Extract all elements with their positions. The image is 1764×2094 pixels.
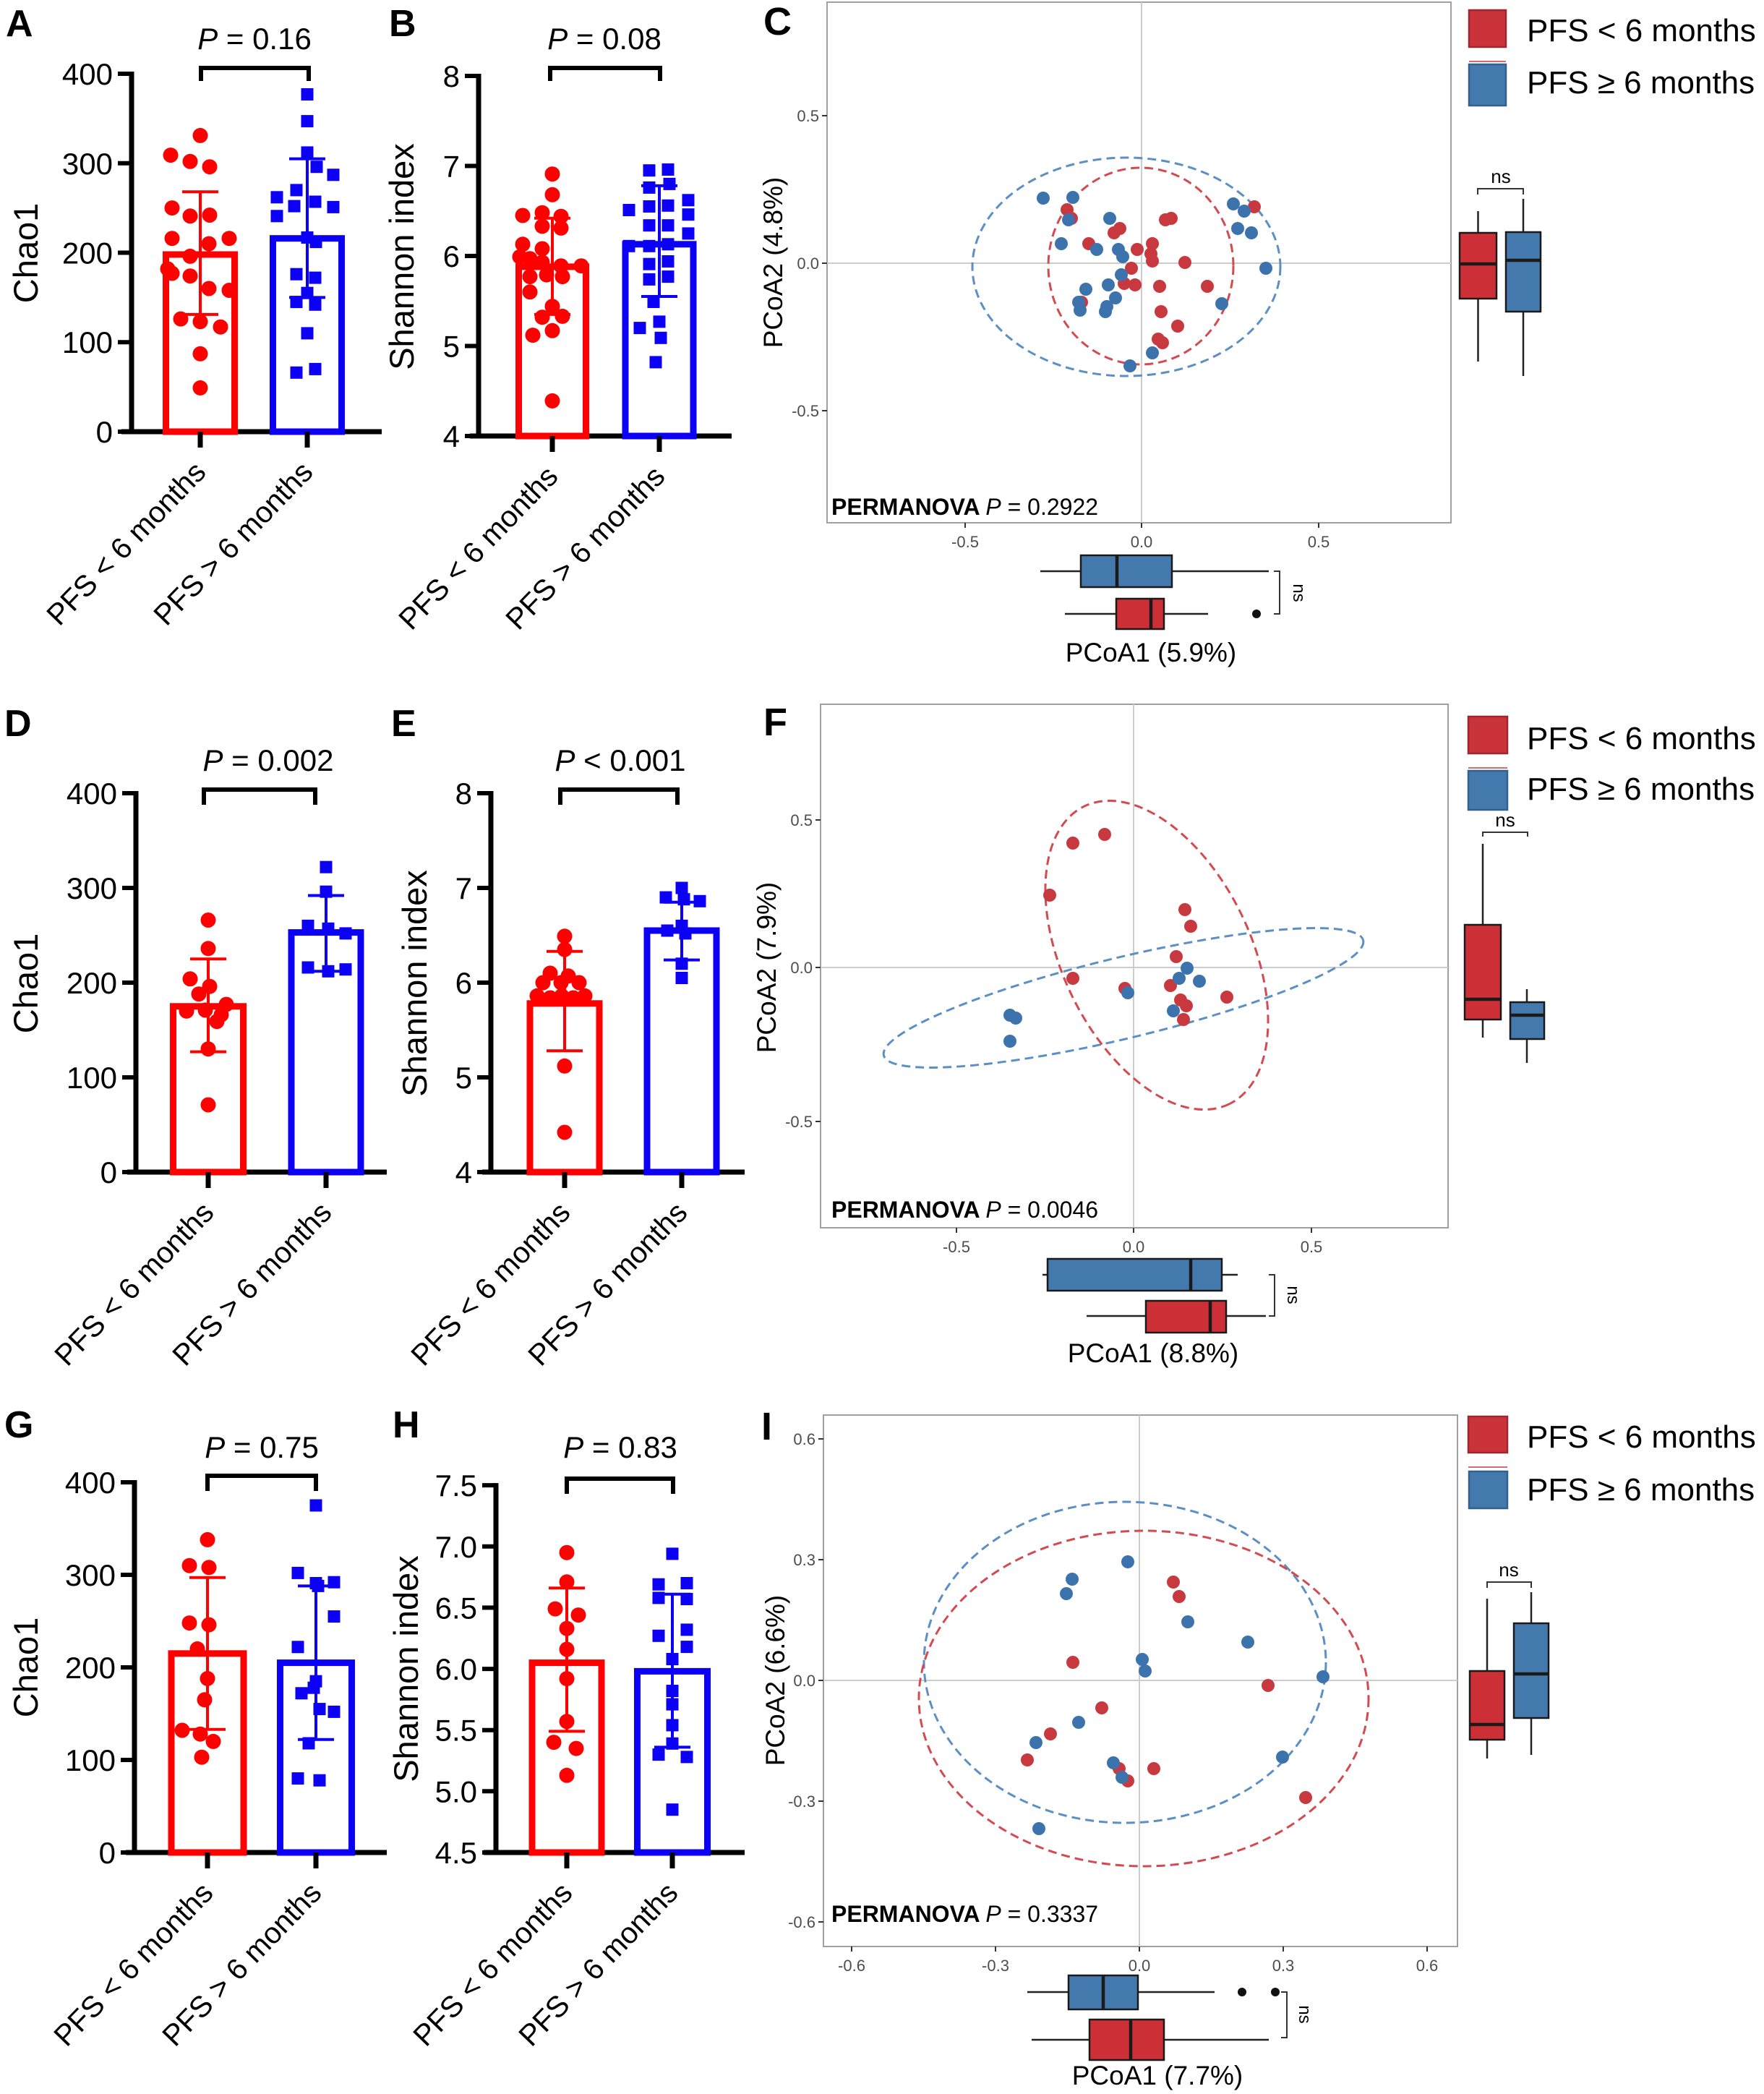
svg-text:-0.3: -0.3 [982,1957,1009,1975]
svg-text:G: G [4,1404,33,1446]
svg-text:0: 0 [100,1155,117,1189]
svg-text:D: D [4,703,32,745]
svg-text:A: A [6,3,33,45]
svg-text:0.6: 0.6 [793,1430,815,1448]
svg-text:PFS ≥ 6 months: PFS ≥ 6 months [1527,772,1755,807]
svg-text:5: 5 [443,330,460,364]
svg-text:6: 6 [443,239,460,273]
svg-text:PFS < 6 months: PFS < 6 months [1527,721,1756,756]
svg-text:ns: ns [1499,1559,1518,1581]
svg-text:0.6: 0.6 [1416,1957,1439,1975]
svg-text:ns: ns [1491,166,1510,187]
svg-text:Shannon index: Shannon index [395,870,434,1097]
svg-text:200: 200 [67,966,117,1000]
svg-text:P = 0.002: P = 0.002 [203,743,334,777]
svg-text:Shannon index: Shannon index [387,1555,425,1782]
svg-text:0.5: 0.5 [1308,533,1330,551]
svg-text:7.0: 7.0 [435,1530,477,1564]
svg-text:ns: ns [1283,1286,1303,1304]
svg-text:0.0: 0.0 [1131,533,1153,551]
svg-text:4: 4 [443,419,460,453]
svg-text:P = 0.83: P = 0.83 [563,1430,677,1464]
svg-text:100: 100 [67,1061,117,1095]
svg-text:PERMANOVA P = 0.3337: PERMANOVA P = 0.3337 [831,1901,1098,1927]
svg-text:6.5: 6.5 [435,1591,477,1625]
svg-text:B: B [389,3,416,45]
svg-text:4.5: 4.5 [435,1836,477,1870]
svg-text:6.0: 6.0 [435,1652,477,1686]
svg-text:7: 7 [455,871,472,905]
svg-text:Chao1: Chao1 [7,1617,45,1718]
svg-text:100: 100 [62,325,113,359]
svg-text:0: 0 [96,415,113,449]
svg-text:-0.5: -0.5 [785,1113,813,1131]
svg-text:PCoA2 (4.8%): PCoA2 (4.8%) [758,177,788,349]
svg-text:300: 300 [62,147,113,181]
svg-text:0.0: 0.0 [797,255,819,273]
svg-text:H: H [393,1404,420,1446]
svg-text:PCoA1 (8.8%): PCoA1 (8.8%) [1068,1338,1239,1368]
svg-text:-0.6: -0.6 [788,1913,815,1931]
svg-text:PERMANOVA P = 0.0046: PERMANOVA P = 0.0046 [831,1197,1098,1223]
svg-text:7.5: 7.5 [435,1469,477,1503]
svg-text:PCoA1 (5.9%): PCoA1 (5.9%) [1066,638,1237,667]
svg-text:PFS ≥ 6 months: PFS ≥ 6 months [1527,65,1755,101]
svg-text:200: 200 [62,236,113,270]
svg-text:PFS ≥ 6 months: PFS ≥ 6 months [1527,1472,1755,1508]
svg-text:200: 200 [65,1651,116,1685]
svg-text:PFS < 6 months: PFS < 6 months [1527,13,1756,48]
svg-text:ns: ns [1495,809,1515,831]
svg-text:-0.3: -0.3 [788,1792,815,1811]
svg-text:P < 0.001: P < 0.001 [555,743,686,777]
svg-text:PCoA2 (6.6%): PCoA2 (6.6%) [761,1595,790,1766]
svg-text:C: C [763,0,792,43]
svg-text:0: 0 [99,1836,116,1870]
svg-text:P = 0.08: P = 0.08 [547,22,662,56]
svg-text:E: E [391,703,416,745]
svg-text:Shannon index: Shannon index [382,143,421,370]
svg-text:0.0: 0.0 [1123,1238,1145,1256]
svg-text:ns: ns [1289,584,1309,602]
svg-text:400: 400 [67,777,117,811]
svg-text:-0.5: -0.5 [943,1238,970,1256]
svg-text:PFS < 6 months: PFS < 6 months [1527,1419,1756,1455]
svg-text:4: 4 [455,1155,472,1189]
svg-text:I: I [761,1405,772,1448]
svg-text:PCoA1 (7.7%): PCoA1 (7.7%) [1072,2061,1243,2090]
svg-text:0.3: 0.3 [1272,1957,1295,1975]
svg-text:8: 8 [443,59,460,93]
svg-text:5.0: 5.0 [435,1774,477,1808]
svg-text:8: 8 [455,777,472,811]
svg-text:0.5: 0.5 [790,811,813,829]
svg-text:P = 0.16: P = 0.16 [197,22,312,56]
svg-text:7: 7 [443,150,460,184]
svg-text:ns: ns [1295,2005,1314,2023]
svg-text:F: F [763,701,787,744]
svg-text:0.0: 0.0 [793,1672,815,1690]
svg-text:-0.6: -0.6 [838,1957,865,1975]
svg-text:P = 0.75: P = 0.75 [205,1430,319,1464]
svg-text:5.5: 5.5 [435,1714,477,1748]
svg-text:0.0: 0.0 [1129,1957,1151,1975]
svg-text:6: 6 [455,966,472,1000]
svg-text:300: 300 [65,1558,116,1592]
svg-text:0.5: 0.5 [797,107,819,125]
svg-text:300: 300 [67,871,117,905]
svg-text:0.0: 0.0 [790,959,813,977]
svg-text:PCoA2 (7.9%): PCoA2 (7.9%) [752,882,782,1054]
svg-text:0.5: 0.5 [1301,1238,1323,1256]
svg-text:100: 100 [65,1743,116,1777]
svg-text:400: 400 [62,57,113,91]
svg-text:Chao1: Chao1 [7,203,45,304]
svg-text:Chao1: Chao1 [7,933,45,1034]
svg-text:PERMANOVA P = 0.2922: PERMANOVA P = 0.2922 [831,494,1098,520]
svg-text:-0.5: -0.5 [951,533,979,551]
svg-text:0.3: 0.3 [793,1551,815,1569]
svg-text:5: 5 [455,1061,472,1095]
svg-text:400: 400 [65,1466,116,1500]
svg-text:-0.5: -0.5 [792,402,819,420]
